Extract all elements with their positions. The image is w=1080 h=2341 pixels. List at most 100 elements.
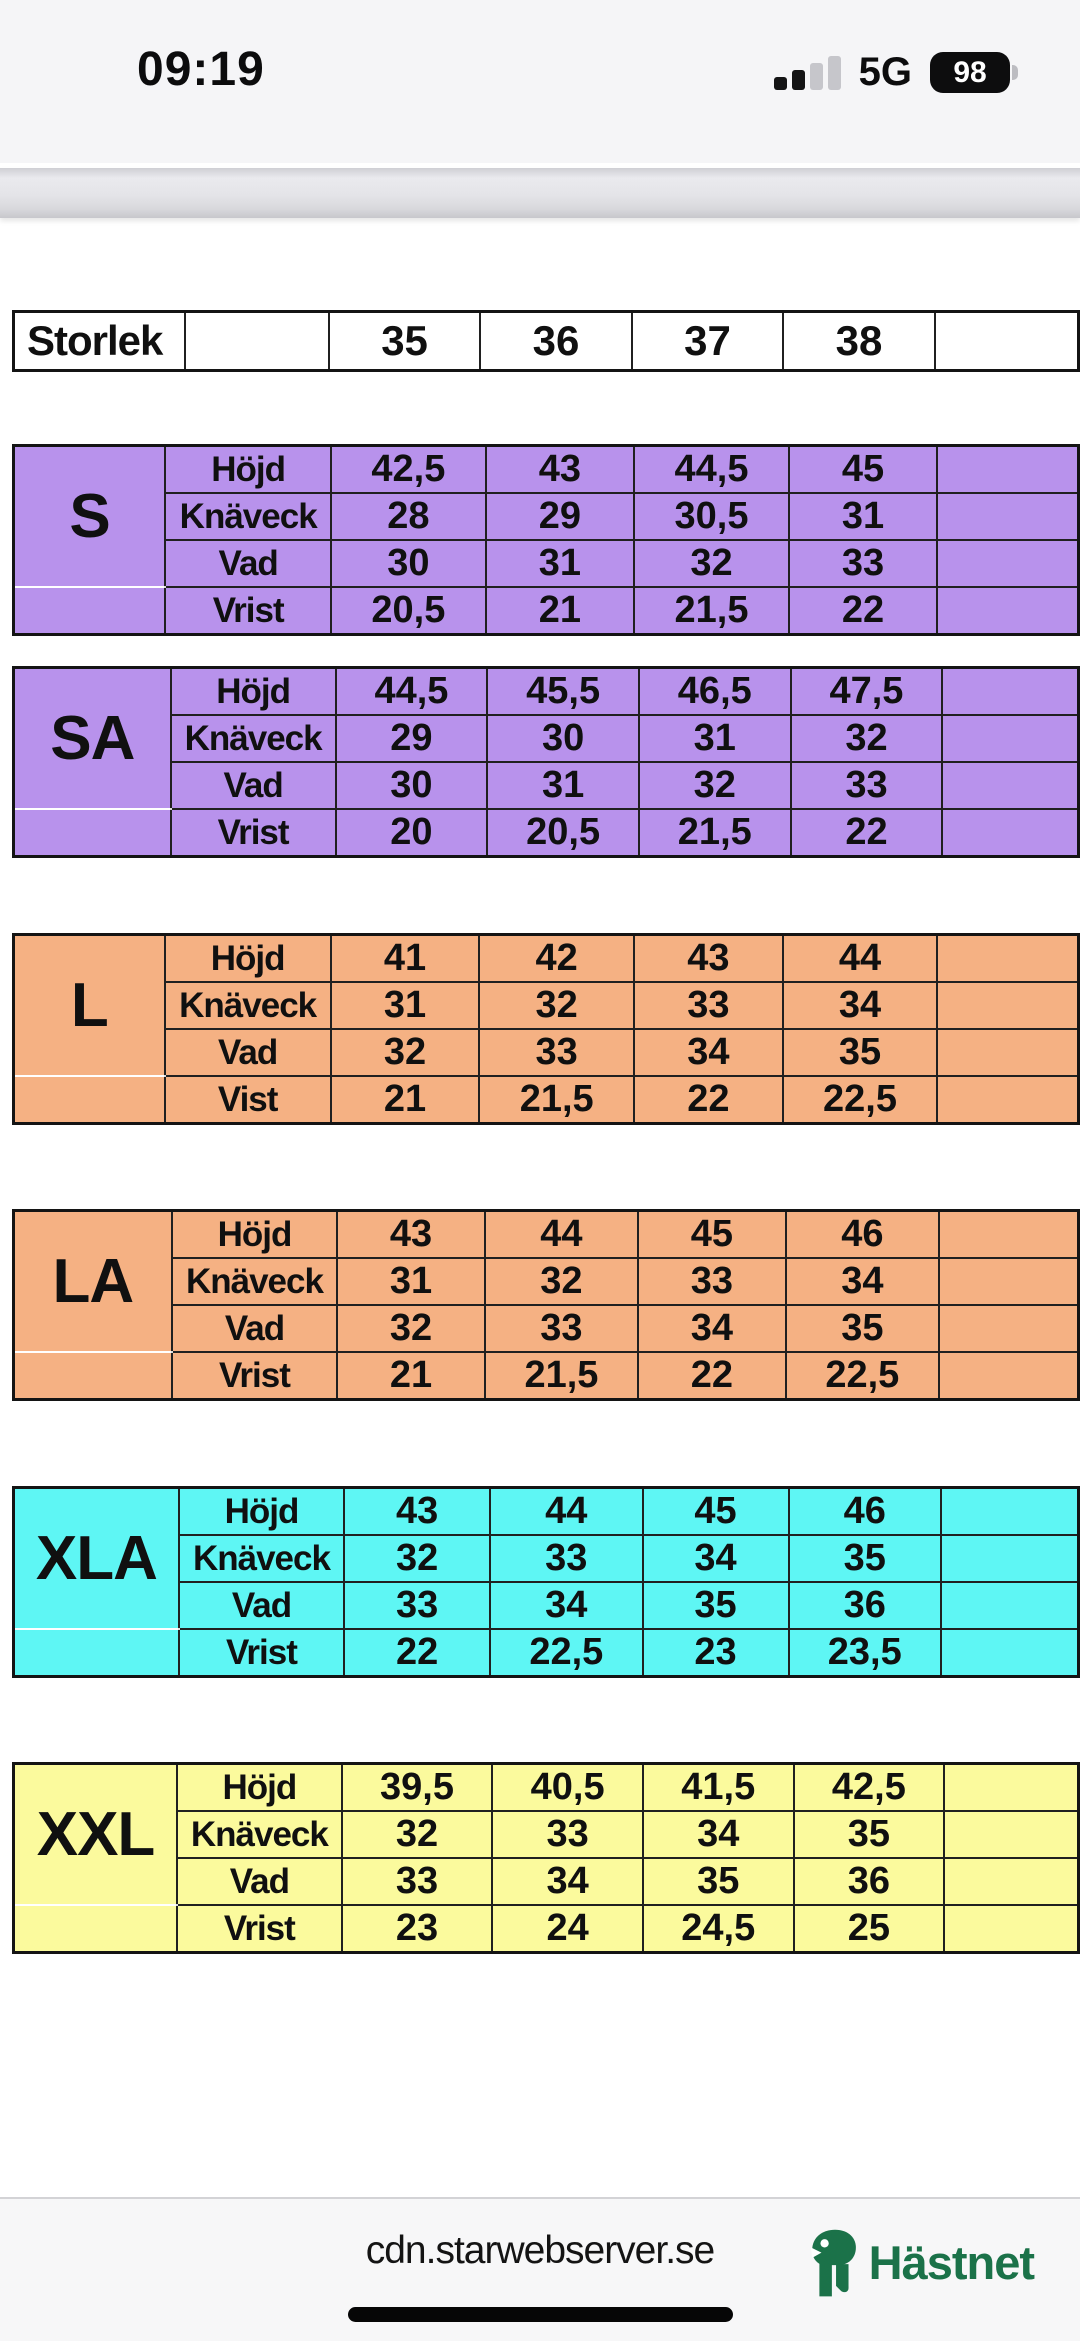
table-row: Knäveck 31 32 33 34 (14, 1257, 1080, 1306)
size-table-l: L Höjd 41 42 43 44 Knäveck 31 32 33 34 Vad 32 33 34 35 V… (12, 933, 1080, 1125)
measure-value-cell: 32 (329, 1028, 481, 1077)
measure-value-cell: 35 (641, 1581, 790, 1630)
measure-value-cell: 33 (483, 1304, 640, 1353)
size-group-label: S (12, 444, 167, 588)
measure-name-cell: Knäveck (169, 714, 337, 763)
table-row: Knäveck 31 32 33 34 (14, 981, 1080, 1030)
cdn-url-text: cdn.starwebserver.se (365, 2229, 716, 2272)
measure-name-cell: Vist (163, 1075, 332, 1125)
partial-value-cell (939, 1534, 1080, 1583)
size-group-empty-cell (12, 1905, 179, 1954)
measure-value-cell: 31 (484, 539, 636, 588)
size-group-label: L (12, 933, 166, 1077)
measure-value-cell: 41 (329, 933, 481, 983)
partial-value-cell (941, 714, 1080, 763)
measure-value-cell: 33 (340, 1857, 494, 1906)
partial-value-cell (938, 1351, 1080, 1401)
size-table-xxl: XXL Höjd 39,5 40,5 41,5 42,5 Knäveck 32 33 34 35 Va… (12, 1762, 1080, 1954)
measure-value-cell: 22 (343, 1628, 492, 1678)
measure-value-cell: 20,5 (330, 586, 487, 636)
measure-value-cell: 35 (784, 1304, 941, 1353)
measure-value-cell: 36 (787, 1581, 942, 1630)
measure-name-cell: Vrist (164, 586, 333, 636)
measure-value-cell: 43 (484, 444, 636, 494)
table-row: Vrist 20 20,5 21,5 22 (12, 808, 1080, 858)
partial-value-cell (938, 1257, 1080, 1306)
size-group-empty-cell (12, 587, 167, 636)
measure-value-cell: 33 (491, 1810, 644, 1859)
measure-name-cell: Vad (164, 539, 333, 588)
table-row: Vad 30 31 32 33 (14, 761, 1080, 810)
measure-value-cell: 28 (330, 492, 487, 541)
table-row: XXL Höjd 39,5 40,5 41,5 42,5 (12, 1762, 1080, 1906)
measure-value-cell: 30 (330, 539, 487, 588)
measure-name-cell: Vad (163, 1028, 332, 1077)
size-column-header: 38 (782, 310, 936, 372)
measure-value-cell: 21,5 (637, 808, 792, 858)
partial-value-cell (938, 1209, 1080, 1259)
partial-value-cell (941, 761, 1080, 810)
cellular-signal-icon (773, 55, 841, 90)
measure-name-cell: Vrist (169, 808, 337, 858)
partial-value-cell (936, 1075, 1080, 1125)
measure-name-cell: Knäveck (164, 492, 333, 541)
measure-value-cell: 29 (334, 714, 489, 763)
battery-indicator: 98 (930, 52, 1018, 93)
size-group-empty-cell (12, 1076, 166, 1125)
measure-value-cell: 40,5 (491, 1762, 644, 1812)
network-type-label: 5G (858, 50, 912, 94)
measure-value-cell: 29 (484, 492, 636, 541)
table-row: Vad 33 34 35 36 (14, 1581, 1080, 1630)
partial-value-cell (943, 1857, 1080, 1906)
measure-value-cell: 43 (632, 933, 784, 983)
measure-value-cell: 32 (478, 981, 635, 1030)
measure-value-cell: 30 (334, 761, 489, 810)
partial-value-cell (936, 1028, 1080, 1077)
partial-value-cell (936, 933, 1080, 983)
measure-name-cell: Knäveck (177, 1534, 346, 1583)
size-column-header: 36 (479, 310, 633, 372)
table-row: L Höjd 41 42 43 44 (12, 933, 1080, 1077)
measure-value-cell: 22 (789, 808, 944, 858)
measure-value-cell: 23 (641, 1628, 790, 1678)
table-row: XLA Höjd 43 44 45 46 (12, 1486, 1080, 1630)
size-table-xla: XLA Höjd 43 44 45 46 Knäveck 32 33 34 35 Vad 33 34 35 3… (12, 1486, 1080, 1678)
measure-value-cell: 20,5 (486, 808, 640, 858)
table-row: Knäveck 32 33 34 35 (14, 1534, 1080, 1583)
measure-value-cell: 32 (633, 539, 790, 588)
partial-value-cell (939, 1628, 1080, 1678)
measure-value-cell: 46 (784, 1209, 941, 1259)
partial-value-cell (936, 586, 1080, 636)
partial-value-cell (938, 1304, 1080, 1353)
measure-name-cell: Vad (176, 1857, 343, 1906)
partial-value-cell (943, 1762, 1080, 1812)
partial-value-cell (941, 808, 1080, 858)
measure-value-cell: 33 (343, 1581, 492, 1630)
table-row: Vad 33 34 35 36 (14, 1857, 1080, 1906)
table-row: Vrist 22 22,5 23 23,5 (12, 1628, 1080, 1678)
size-group-empty-cell (12, 1629, 180, 1678)
measure-value-cell: 22,5 (781, 1075, 939, 1125)
measure-value-cell: 32 (336, 1304, 486, 1353)
measure-value-cell: 30,5 (633, 492, 790, 541)
size-header-label: Storlek (12, 310, 187, 372)
horse-head-icon (810, 2229, 856, 2297)
header-empty-cell (184, 310, 330, 372)
partial-value-cell (939, 1486, 1080, 1536)
measure-value-cell: 42,5 (792, 1762, 946, 1812)
battery-level-text: 98 (930, 52, 1010, 93)
measure-value-cell: 42,5 (330, 444, 487, 494)
measure-value-cell: 33 (478, 1028, 635, 1077)
partial-value-cell (936, 981, 1080, 1030)
measure-value-cell: 34 (491, 1857, 644, 1906)
home-indicator[interactable] (348, 2307, 733, 2322)
measure-value-cell: 21 (336, 1351, 486, 1401)
measure-value-cell: 33 (787, 539, 939, 588)
measure-value-cell: 23,5 (787, 1628, 942, 1678)
partial-value-cell (939, 1581, 1080, 1630)
measure-value-cell: 43 (343, 1486, 492, 1536)
measure-name-cell: Höjd (177, 1486, 346, 1536)
measure-value-cell: 31 (336, 1257, 486, 1306)
measure-value-cell: 34 (781, 981, 939, 1030)
measure-value-cell: 31 (787, 492, 939, 541)
